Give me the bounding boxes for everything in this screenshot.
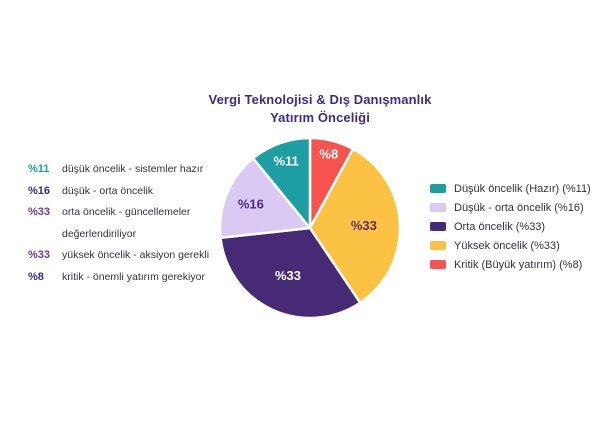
- legend-label: Yüksek öncelik (%33): [454, 239, 560, 252]
- legend-item: Kritik (Büyük yatırım) (%8): [430, 255, 591, 274]
- pie-slice-label: %33: [275, 268, 301, 283]
- legend-item: Orta öncelik (%33): [430, 217, 591, 236]
- annotation-row: %33 yüksek öncelik - aksiyon gerekli: [28, 245, 254, 267]
- pie-slice-2: [219, 226, 362, 320]
- annotation-value: %8: [28, 270, 44, 283]
- pie-slice-4: [251, 136, 312, 230]
- annotation-row: %11 düşük öncelik - sistemler hazır: [28, 159, 254, 181]
- annotation-text: yüksek öncelik - aksiyon gerekli: [62, 249, 210, 261]
- annotation-row: %8 kritik - önemli yatırım gerekiyor: [28, 267, 254, 289]
- legend-swatch-icon: [430, 203, 446, 212]
- annotation-value: %33: [28, 249, 51, 261]
- legend-label: Düşük - orta öncelik (%16): [454, 201, 584, 214]
- pie-slice-label: %11: [273, 154, 298, 169]
- annotation-text: kritik - önemli yatırım gerekiyor: [62, 270, 205, 283]
- annotation-text: düşük - orta öncelik: [62, 184, 154, 197]
- annotation-text: orta öncelik - güncellemeler değerlendir…: [62, 206, 191, 240]
- annotation-text: düşük öncelik - sistemler hazır: [62, 163, 204, 175]
- legend-label: Düşük öncelik (Hazır) (%11): [454, 182, 591, 195]
- chart-title-line2: Yatırım Önceliği: [270, 110, 370, 125]
- legend-swatch-icon: [430, 260, 446, 269]
- pie-slice-1: [308, 147, 402, 304]
- legend-item: Yüksek öncelik (%33): [430, 236, 591, 255]
- legend-item: Düşük - orta öncelik (%16): [430, 198, 591, 217]
- legend-swatch-icon: [430, 241, 446, 250]
- pie-slice-label: %16: [238, 196, 264, 211]
- pie-chart: %8 %33 %33 %16 %11: [218, 136, 402, 320]
- annotation-value: %33: [28, 206, 51, 218]
- pie-slice-label: %8: [319, 146, 338, 161]
- legend-label: Kritik (Büyük yatırım) (%8): [454, 258, 583, 271]
- annotation-row: %33 orta öncelik - güncellemeler değerlen…: [28, 202, 254, 245]
- legend-item: Düşük öncelik (Hazır) (%11): [430, 179, 591, 198]
- chart-title-line1: Vergi Teknolojisi & Dış Danışmanlık: [208, 92, 432, 107]
- legend-swatch-icon: [430, 222, 446, 231]
- pie-slice-label: %33: [351, 218, 377, 233]
- annotation-row: %16 düşük - orta öncelik: [28, 181, 254, 203]
- annotation-value: %16: [28, 184, 51, 197]
- legend-label: Orta öncelik (%33): [454, 220, 546, 233]
- legend-swatch-icon: [430, 184, 446, 193]
- legend: Düşük öncelik (Hazır) (%11) Düşük - orta …: [430, 179, 591, 274]
- pie-slice-3: [218, 157, 312, 240]
- annotation-list: %11 düşük öncelik - sistemler hazır %16 düş…: [28, 159, 254, 288]
- annotation-value: %11: [28, 163, 50, 175]
- chart-title: Vergi Teknolojisi & Dış Danışmanlık Yatı…: [180, 91, 460, 127]
